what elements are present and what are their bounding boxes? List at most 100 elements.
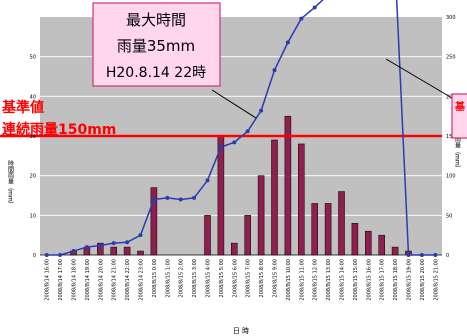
right-tick-label: 250 bbox=[446, 55, 456, 61]
line-point bbox=[433, 253, 438, 257]
x-tick-label: 2008/8/15 12:00 bbox=[313, 259, 319, 301]
x-tick-label: 2008/8/15 8:00 bbox=[259, 259, 265, 297]
line-point bbox=[205, 178, 210, 183]
threshold-label-line2: 連続雨量150mm bbox=[2, 121, 116, 138]
rain-bar bbox=[137, 250, 144, 256]
rain-bar bbox=[271, 139, 278, 256]
right-tick-label: 50 bbox=[446, 213, 452, 219]
cumulative-rain-points bbox=[44, 5, 438, 257]
rain-bar bbox=[204, 215, 211, 256]
x-tick-label: 2008/8/14 20:00 bbox=[98, 259, 104, 301]
rain-bar bbox=[150, 187, 158, 256]
callout-line-3: H20.8.14 22時 bbox=[106, 65, 206, 81]
rain-bar bbox=[231, 242, 238, 256]
x-tick-label: 2008/8/15 1:00 bbox=[165, 259, 171, 297]
line-point bbox=[312, 5, 317, 10]
left-tick-label: 40 bbox=[30, 94, 36, 100]
x-tick-label: 2008/8/15 14:00 bbox=[340, 259, 346, 301]
x-tick-label: 2008/8/15 7:00 bbox=[246, 259, 252, 297]
left-axis-title: 時間雨量（mm） bbox=[7, 159, 14, 207]
right-callout-box bbox=[451, 93, 467, 139]
rain-bar bbox=[298, 143, 305, 256]
line-point bbox=[98, 243, 103, 248]
threshold-label-line1: 基準値 bbox=[2, 99, 44, 116]
rain-bar bbox=[123, 246, 131, 256]
x-tick-label: 2008/8/15 11:00 bbox=[299, 259, 305, 301]
x-axis-ticks: 2008/8/14 16:00 2008/8/14 17:00 2008/8/14 … bbox=[45, 259, 440, 301]
x-tick-label: 2008/8/15 4:00 bbox=[206, 259, 212, 297]
left-tick-label: 20 bbox=[30, 174, 36, 180]
line-point bbox=[232, 140, 237, 145]
line-point bbox=[84, 245, 89, 250]
line-point bbox=[71, 249, 76, 254]
line-point bbox=[111, 241, 116, 246]
rain-bar bbox=[378, 234, 385, 256]
right-axis-title: 連続雨量（mm） bbox=[454, 123, 461, 171]
x-tick-label: 2008/8/15 18:00 bbox=[393, 259, 399, 301]
line-point bbox=[58, 253, 63, 257]
line-point bbox=[138, 233, 143, 238]
line-point bbox=[259, 108, 264, 113]
x-tick-label: 2008/8/15 2:00 bbox=[179, 259, 185, 297]
line-point bbox=[218, 145, 223, 150]
x-tick-label: 2008/8/15 6:00 bbox=[232, 259, 238, 297]
max-rain-callout bbox=[92, 2, 221, 87]
x-tick-label: 2008/8/15 19:00 bbox=[407, 259, 413, 301]
line-point bbox=[299, 16, 304, 21]
x-tick-label: 2008/8/14 23:00 bbox=[139, 259, 145, 301]
line-point bbox=[151, 197, 156, 202]
hourly-rain-bars bbox=[70, 115, 412, 256]
callout-line-2: 雨量35mm bbox=[117, 37, 195, 55]
x-axis-title: 日 時 bbox=[233, 327, 249, 335]
left-tick-label: 0 bbox=[33, 253, 36, 259]
rain-bar bbox=[97, 242, 104, 256]
line-point bbox=[419, 253, 424, 257]
x-tick-label: 2008/8/14 21:00 bbox=[112, 259, 118, 301]
cumulative-rain-line bbox=[46, 0, 436, 256]
rain-bar bbox=[311, 203, 318, 256]
x-tick-label: 2008/8/15 21:00 bbox=[433, 259, 439, 301]
line-point bbox=[44, 253, 49, 257]
x-tick-label: 2008/8/15 9:00 bbox=[273, 259, 279, 297]
right-tick-label: 100 bbox=[446, 174, 456, 180]
rain-bar bbox=[284, 115, 292, 256]
line-point bbox=[245, 129, 250, 134]
left-tick-label: 10 bbox=[30, 213, 36, 219]
line-point bbox=[272, 68, 277, 73]
x-tick-label: 2008/8/15 5:00 bbox=[219, 259, 225, 297]
line-point bbox=[165, 195, 170, 200]
x-tick-label: 2008/8/15 13:00 bbox=[326, 259, 332, 301]
rain-bar bbox=[391, 246, 399, 256]
rain-bar bbox=[110, 246, 117, 256]
x-tick-label: 2008/8/15 3:00 bbox=[192, 259, 198, 297]
x-tick-label: 2008/8/15 0:00 bbox=[152, 259, 158, 297]
rain-bar bbox=[351, 223, 359, 256]
callout-pointer bbox=[211, 89, 257, 119]
x-tick-label: 2008/8/15 20:00 bbox=[420, 259, 426, 301]
x-tick-label: 2008/8/15 17:00 bbox=[380, 259, 386, 301]
left-tick-label: 50 bbox=[30, 55, 36, 61]
line-point bbox=[406, 253, 411, 257]
x-tick-label: 2008/8/14 18:00 bbox=[72, 259, 78, 301]
rain-bar bbox=[244, 215, 251, 256]
left-tick-label: 30 bbox=[30, 134, 36, 140]
line-point bbox=[192, 195, 197, 200]
callout-line-1: 最大時間 bbox=[126, 11, 186, 29]
x-tick-label: 2008/8/15 10:00 bbox=[286, 259, 292, 301]
x-tick-label: 2008/8/15 15:00 bbox=[353, 259, 359, 301]
right-tick-label: 150 bbox=[446, 134, 456, 140]
rain-bar bbox=[365, 230, 372, 256]
x-tick-label: 2008/8/15 16:00 bbox=[366, 259, 372, 301]
right-tick-label: 300 bbox=[446, 15, 456, 21]
x-tick-label: 2008/8/14 19:00 bbox=[85, 259, 91, 301]
left-axis-ticks: 0 10 20 30 40 50 bbox=[30, 55, 36, 259]
rain-bar bbox=[338, 191, 345, 256]
x-tick-label: 2008/8/14 22:00 bbox=[125, 259, 131, 301]
right-callout-text: 基 bbox=[454, 100, 466, 113]
line-point bbox=[125, 240, 130, 245]
right-callout-pointer bbox=[385, 58, 453, 99]
rain-bar bbox=[257, 175, 265, 256]
x-tick-label: 2008/8/14 16:00 bbox=[45, 259, 51, 301]
line-point bbox=[285, 40, 290, 45]
